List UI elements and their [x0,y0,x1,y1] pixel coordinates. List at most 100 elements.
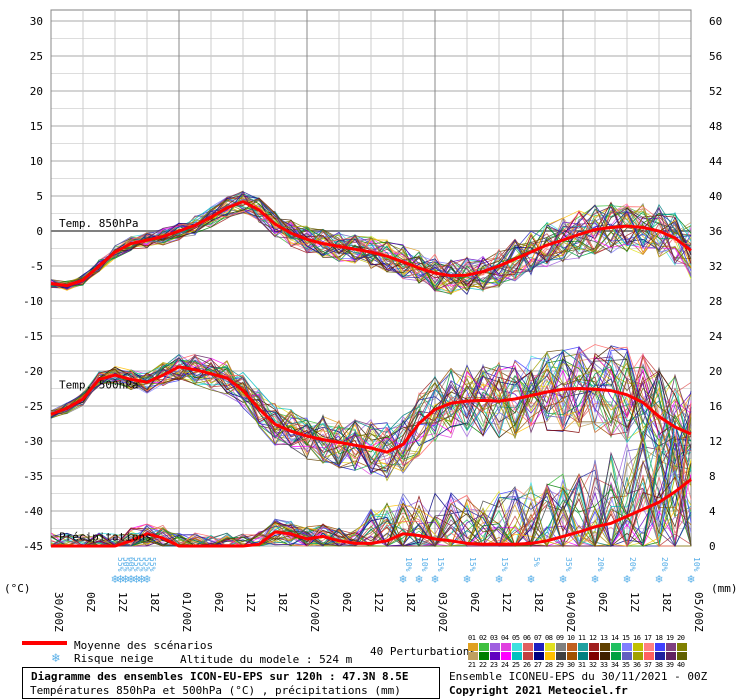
member-id: 37 [644,661,652,669]
member-line [50,423,692,547]
snowflake-icon: ❄ [687,572,694,586]
y-tick-right: 48 [709,120,722,133]
member-swatch [677,652,687,660]
member-swatch [644,652,654,660]
member-swatch [589,643,599,651]
member-swatch [490,652,500,660]
snowflake-icon: ❄ [117,572,124,586]
mean-lines [50,199,692,548]
y-tick-right: 28 [709,295,722,308]
snowflake-icon: ❄ [122,572,129,586]
member-id: 27 [534,661,542,669]
ensemble-chart: Temp. 850hPa Temp. 500hPa Précipitations… [4,9,738,632]
x-tick-label: 01/00Z [180,592,193,632]
member-id: 35 [622,661,630,669]
mean-line-t500_mean [50,365,692,454]
member-line [51,447,692,547]
y-tick-left: -10 [23,295,43,308]
snow-risk-percent: 10% [692,557,701,572]
x-tick-label: 12Z [116,592,129,612]
copyright: Copyright 2021 Meteociel.fr [449,684,628,697]
snowflake-icon: ❄ [495,572,502,586]
member-id: 03 [490,634,498,642]
member-line [50,351,692,474]
y-tick-left: -5 [30,260,43,273]
snow-icon: ❄ [52,651,60,666]
x-tick-label: 06Z [212,592,225,612]
member-swatch [677,643,687,651]
member-swatch [523,652,533,660]
y-tick-left: 20 [30,85,43,98]
y-axis-left-ticks: 30 25 20 15 10 5 0 -5 -10 -15 -20 -25 -30 -35 -40 -45 [23,15,43,553]
member-line [50,353,692,464]
y-tick-left: -25 [23,400,43,413]
member-id: 09 [556,634,564,642]
chart-title: Diagramme des ensembles ICON-EU-EPS sur … [31,670,409,683]
y-tick-right: 56 [709,50,722,63]
member-line [51,422,692,548]
legend-mean-label: Moyenne des scénarios [74,639,214,652]
member-id: 23 [490,661,498,669]
y-tick-left: -40 [23,505,43,518]
x-tick-label: 12Z [500,592,513,612]
member-swatch [556,652,566,660]
member-swatch [534,643,544,651]
x-tick-label: 12Z [628,592,641,612]
member-id: 02 [479,634,487,642]
x-tick-label: 30/00Z [52,592,65,632]
member-line [50,193,692,290]
member-swatch [655,643,665,651]
snowflake-icon: ❄ [655,572,662,586]
y-tick-right: 32 [709,260,722,273]
x-tick-label: 03/00Z [436,592,449,632]
member-swatch [589,652,599,660]
member-id: 26 [523,661,531,669]
y-tick-right: 12 [709,435,722,448]
member-swatch [666,652,676,660]
snow-risk-percent: 20% [660,557,669,572]
member-id: 05 [512,634,520,642]
member-swatch [611,652,621,660]
member-swatch [611,643,621,651]
left-axis-unit: (°C) [4,582,31,595]
member-line [50,443,692,547]
member-id: 38 [655,661,663,669]
x-tick-label: 05/00Z [692,592,705,632]
member-id: 30 [567,661,575,669]
y-tick-right: 52 [709,85,722,98]
snow-risk-markers: 55%❄50%❄60%❄55%❄55%❄55%❄55%❄10%❄10%❄15%❄… [111,557,701,586]
x-tick-label: 04/00Z [564,592,577,632]
snow-risk-percent: 15% [500,557,509,572]
member-swatch [567,652,577,660]
snow-risk-percent: 55% [143,557,152,572]
snowflake-icon: ❄ [399,572,406,586]
mean-line-t850_mean [50,199,692,288]
member-id: 16 [633,634,641,642]
member-line [51,420,692,548]
member-swatch [556,643,566,651]
member-id: 11 [578,634,586,642]
member-line [50,359,692,471]
member-swatch [567,643,577,651]
member-swatch [501,652,511,660]
series-labels: Temp. 850hPa Temp. 500hPa Précipitations [59,217,152,543]
member-id: 06 [523,634,531,642]
member-id: 15 [622,634,630,642]
member-id: 34 [611,661,619,669]
right-axis-unit: (mm) [711,582,738,595]
member-swatch [545,652,555,660]
member-id: 12 [589,634,597,642]
label-precipitations: Précipitations [59,530,152,543]
x-tick-label: 06Z [84,592,97,612]
member-swatch [479,643,489,651]
snow-risk-percent: 15% [436,557,445,572]
legend-mean [22,641,67,645]
y-tick-right: 16 [709,400,722,413]
member-line [50,193,692,291]
member-swatch [644,643,654,651]
member-swatch [468,652,478,660]
member-id: 39 [666,661,674,669]
member-swatch [622,652,632,660]
member-line [50,193,692,288]
